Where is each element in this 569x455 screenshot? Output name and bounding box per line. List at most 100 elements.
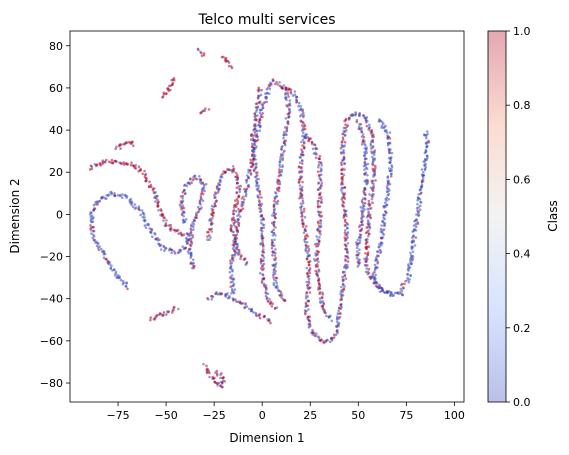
- scatter-point: [240, 202, 243, 206]
- scatter-point: [311, 142, 314, 146]
- scatter-point: [383, 224, 386, 227]
- scatter-point: [382, 206, 386, 209]
- scatter-point: [332, 333, 336, 337]
- scatter-point: [318, 291, 322, 294]
- scatter-point: [301, 150, 304, 153]
- scatter-point: [253, 115, 257, 118]
- x-tick-label: 75: [399, 409, 413, 422]
- scatter-point: [157, 242, 160, 246]
- scatter-point: [231, 284, 234, 288]
- scatter-point: [179, 231, 183, 235]
- scatter-point: [340, 181, 344, 185]
- scatter-point: [277, 174, 281, 178]
- scatter-point: [235, 186, 239, 190]
- plot-frame: [69, 30, 465, 403]
- scatter-point: [241, 195, 245, 199]
- scatter-point: [371, 135, 374, 138]
- y-axis-label: Dimension 2: [8, 178, 22, 253]
- scatter-point: [304, 303, 308, 306]
- scatter-point: [288, 99, 292, 102]
- scatter-point: [346, 236, 349, 239]
- scatter-point: [317, 182, 320, 185]
- scatter-point: [252, 139, 255, 143]
- scatter-point: [254, 118, 258, 122]
- x-tick-label: 100: [444, 409, 465, 422]
- scatter-point: [384, 201, 387, 204]
- scatter-point: [307, 277, 311, 281]
- scatter-point: [360, 200, 364, 204]
- scatter-point: [188, 234, 192, 237]
- scatter-point: [273, 199, 276, 203]
- scatter-point: [101, 159, 105, 162]
- scatter-point: [230, 261, 234, 265]
- scatter-point: [301, 159, 304, 163]
- scatter-point: [274, 216, 277, 220]
- scatter-point: [253, 175, 257, 179]
- scatter-point: [245, 181, 248, 184]
- scatter-point: [316, 188, 320, 191]
- x-axis-label: Dimension 1: [229, 431, 304, 445]
- scatter-point: [274, 279, 278, 283]
- scatter-point: [232, 223, 236, 227]
- scatter-point: [238, 190, 241, 194]
- scatter-point: [110, 264, 113, 268]
- scatter-point: [320, 163, 323, 167]
- scatter-point: [251, 154, 254, 157]
- scatter-point: [373, 276, 377, 280]
- scatter-point: [257, 184, 261, 188]
- scatter-point: [374, 179, 377, 182]
- scatter-point: [355, 246, 359, 250]
- scatter-point: [317, 270, 321, 273]
- scatter-point: [416, 209, 419, 212]
- scatter-point: [369, 144, 373, 147]
- scatter-point: [268, 92, 271, 95]
- scatter-point: [264, 291, 268, 294]
- scatter-point: [261, 239, 264, 242]
- scatter-point: [386, 187, 389, 190]
- scatter-point: [388, 151, 391, 155]
- scatter-point: [381, 232, 385, 235]
- scatter-point: [126, 287, 129, 291]
- scatter-point: [191, 235, 195, 239]
- scatter-point: [279, 158, 282, 161]
- scatter-point: [363, 161, 367, 165]
- scatter-point: [299, 156, 302, 159]
- scatter-point: [306, 135, 309, 139]
- scatter-point: [272, 203, 276, 207]
- scatter-point: [317, 224, 321, 228]
- scatter-point: [330, 319, 334, 323]
- scatter-point: [286, 105, 290, 108]
- scatter-point: [345, 249, 349, 252]
- scatter-point: [319, 179, 323, 182]
- scatter-point: [274, 251, 277, 255]
- scatter-point: [390, 164, 393, 167]
- scatter-point: [215, 291, 218, 294]
- scatter-point: [123, 193, 127, 197]
- scatter-point: [316, 210, 320, 213]
- scatter-point: [368, 123, 371, 127]
- scatter-point: [287, 95, 290, 98]
- scatter-point: [233, 249, 236, 253]
- scatter-point: [159, 248, 163, 251]
- scatter-point: [208, 238, 211, 241]
- scatter-point: [311, 331, 315, 335]
- scatter-point: [324, 311, 327, 315]
- scatter-point: [298, 171, 301, 174]
- scatter-point: [314, 265, 318, 268]
- scatter-point: [363, 208, 366, 211]
- scatter-point: [416, 211, 420, 215]
- scatter-point: [276, 182, 280, 185]
- scatter-point: [90, 232, 93, 235]
- scatter-point: [199, 180, 202, 184]
- scatter-point: [232, 254, 235, 257]
- scatter-point: [89, 218, 93, 221]
- scatter-point: [156, 198, 159, 202]
- scatter-point: [382, 126, 385, 130]
- scatter-point: [283, 143, 287, 147]
- scatter-point: [280, 154, 283, 157]
- scatter-point: [285, 133, 288, 137]
- scatter-point: [342, 155, 346, 159]
- scatter-point: [98, 200, 101, 203]
- scatter-point: [271, 251, 275, 254]
- scatter-point: [249, 161, 252, 165]
